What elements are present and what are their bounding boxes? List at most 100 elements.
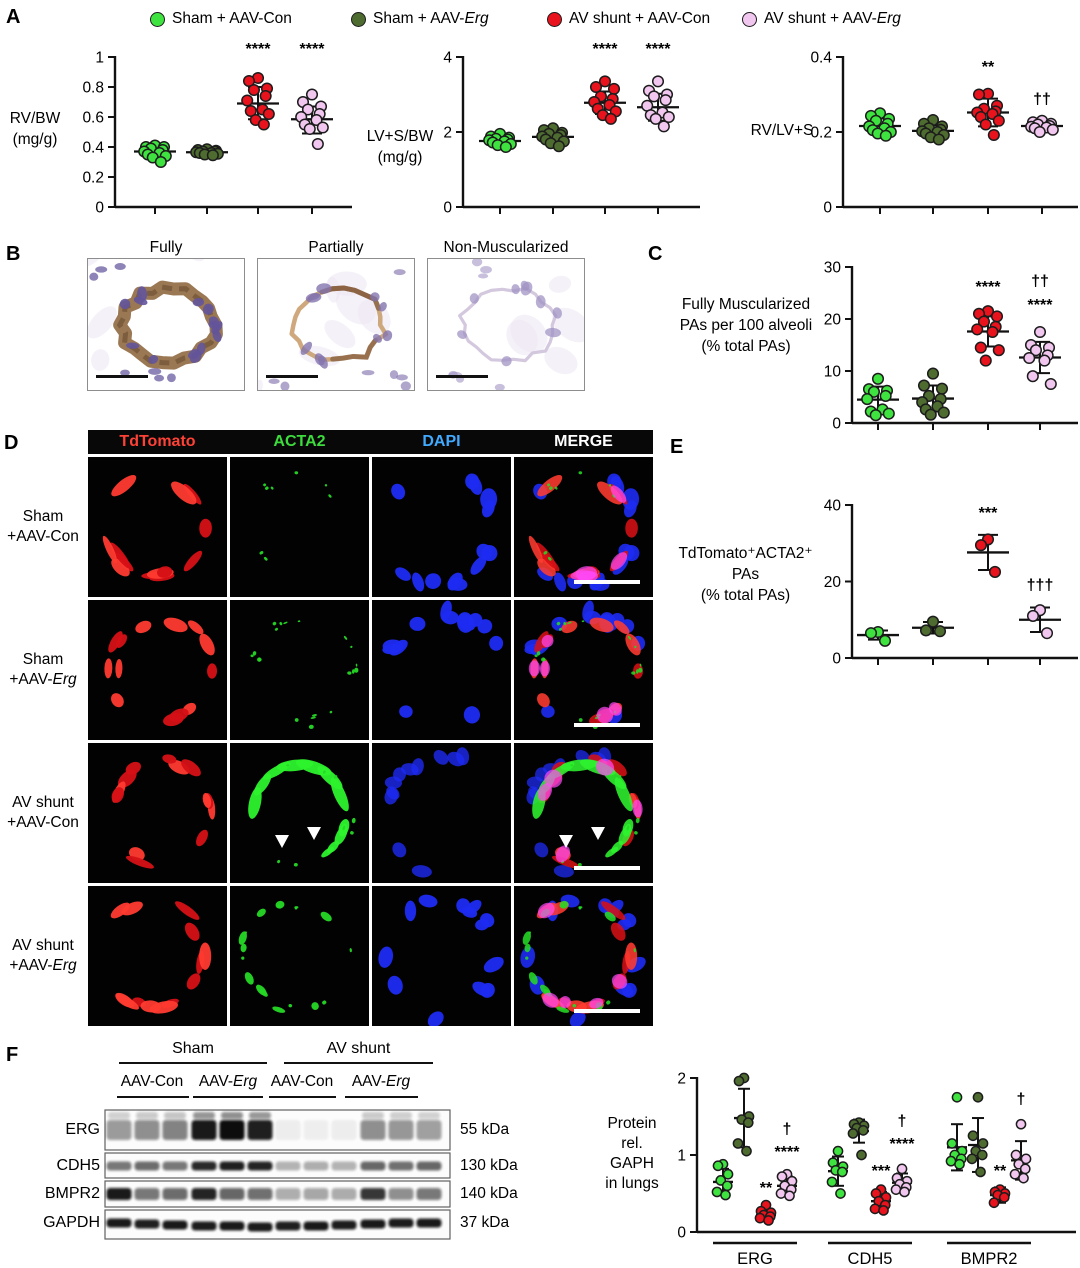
blot-band: [191, 1120, 217, 1140]
blot-kda-bmpr2: 140 kDa: [460, 1185, 518, 1202]
western-blot-svg: [104, 1109, 451, 1240]
chart-fully-musc: 0 10 20 30 **** †† ****: [824, 260, 1078, 433]
ylabel-rv-lvs: RV/LV+S: [750, 122, 814, 139]
chart-rv-bw: 0 0.2 0.4 0.6 0.8 1 **** ****: [82, 41, 352, 217]
data-point: [992, 114, 1005, 127]
data-point: [598, 75, 612, 88]
blot-protein-bmpr2: BMPR2: [44, 1185, 100, 1202]
blot-sub-rule-2: [193, 1096, 263, 1098]
data-point: [311, 137, 324, 151]
svg-text:0: 0: [823, 200, 832, 217]
micrograph-row1-tdtomato: [88, 457, 227, 597]
data-point: [979, 118, 992, 131]
blot-band: [331, 1188, 357, 1200]
micrograph-row2-acta2: [230, 600, 369, 740]
data-point: [1044, 377, 1057, 391]
histology-title-non-muscularized: Non-Muscularized: [443, 239, 569, 256]
significance-annotation: ***: [872, 1163, 891, 1180]
data-point: [247, 83, 260, 97]
blot-band: [416, 1218, 442, 1228]
data-point: [649, 112, 662, 125]
data-point: [662, 110, 675, 124]
micrograph-row4-dapi: [372, 886, 511, 1026]
scale-bar: [574, 723, 640, 727]
significance-annotation: **: [760, 1180, 773, 1197]
histology-title-fully: Fully: [149, 239, 183, 256]
data-point: [763, 1215, 774, 1226]
data-point: [775, 1188, 787, 1199]
blot-band: [275, 1120, 301, 1140]
data-point: [832, 1145, 844, 1157]
data-point: [1033, 325, 1047, 339]
data-point: [242, 74, 256, 88]
data-point: [741, 1145, 752, 1157]
data-point: [976, 1149, 988, 1161]
blot-band: [303, 1161, 329, 1171]
panel-d-header-bar: [88, 430, 653, 454]
svg-text:0: 0: [832, 416, 841, 433]
data-point: [836, 1166, 848, 1178]
blot-band: [416, 1120, 442, 1140]
blot-protein-erg: ERG: [65, 1121, 100, 1138]
data-point: [1046, 123, 1059, 136]
svg-text:2: 2: [443, 125, 452, 142]
data-point: [721, 1180, 733, 1192]
data-point: [1018, 1172, 1029, 1184]
micrograph-row3-dapi: [372, 743, 511, 883]
data-point: [1023, 351, 1036, 365]
data-point: [657, 120, 670, 133]
blot-band: [106, 1161, 132, 1171]
channel-label-merge: MERGE: [554, 433, 613, 450]
blot-sub-aav-erg-2: AAV-Erg: [351, 1073, 411, 1090]
blot-band: [219, 1161, 245, 1171]
data-point: [310, 113, 323, 127]
data-point: [992, 344, 1005, 357]
micrograph-row1-acta2: [230, 457, 369, 597]
data-point: [856, 1149, 867, 1161]
data-point: [651, 75, 665, 88]
legend-label: AV shunt + AAV-Erg: [764, 10, 901, 27]
histology-art-non: [428, 259, 584, 390]
data-point: [972, 88, 986, 101]
data-point: [589, 80, 603, 94]
blot-band: [219, 1188, 245, 1200]
row-label-avshunt-aav-con: AV shunt +AAV-Con: [7, 794, 79, 831]
chart-tdtomato-acta2: 0 20 40 *** †††: [824, 498, 1078, 668]
blot-band: [106, 1188, 132, 1200]
significance-annotation: †††: [1027, 577, 1054, 594]
significance-annotation: ††: [1033, 91, 1051, 108]
data-point: [241, 94, 254, 107]
histology-art-partially: [258, 269, 411, 390]
data-point: [879, 129, 892, 142]
channel-label-tdtomato: TdTomato: [119, 433, 196, 450]
scale-bar: [574, 580, 640, 584]
data-point: [954, 1158, 965, 1170]
category-label: CDH5: [848, 1250, 893, 1268]
data-point: [972, 1091, 984, 1103]
ylabel-fully-musc: Fully Muscularized PAs per 100 alveoli (% …: [679, 296, 813, 355]
micrograph-row3-merge: [514, 743, 653, 883]
blot-band: [134, 1120, 160, 1140]
data-point: [924, 408, 937, 421]
significance-annotation: ****: [1028, 297, 1054, 314]
data-point: [967, 1130, 979, 1142]
data-point: [987, 128, 1000, 142]
blot-band: [106, 1218, 132, 1228]
data-point: [882, 407, 895, 420]
significance-annotation: **: [982, 59, 995, 76]
blot-band: [162, 1161, 188, 1171]
significance-annotation: ****: [976, 279, 1002, 296]
data-point: [784, 1190, 795, 1202]
blot-band: [191, 1221, 217, 1231]
blot-kda-gapdh: 37 kDa: [460, 1214, 510, 1231]
data-point: [154, 155, 167, 169]
histology-image-fully: [87, 258, 245, 391]
blot-sub-rule-4: [345, 1096, 418, 1098]
blot-band: [219, 1120, 245, 1140]
row-label-sham-aav-erg: Sham +AAV-Erg: [9, 651, 77, 688]
data-point: [776, 1171, 788, 1182]
data-point: [861, 393, 874, 406]
blot-band: [303, 1188, 329, 1200]
data-point: [926, 367, 940, 380]
